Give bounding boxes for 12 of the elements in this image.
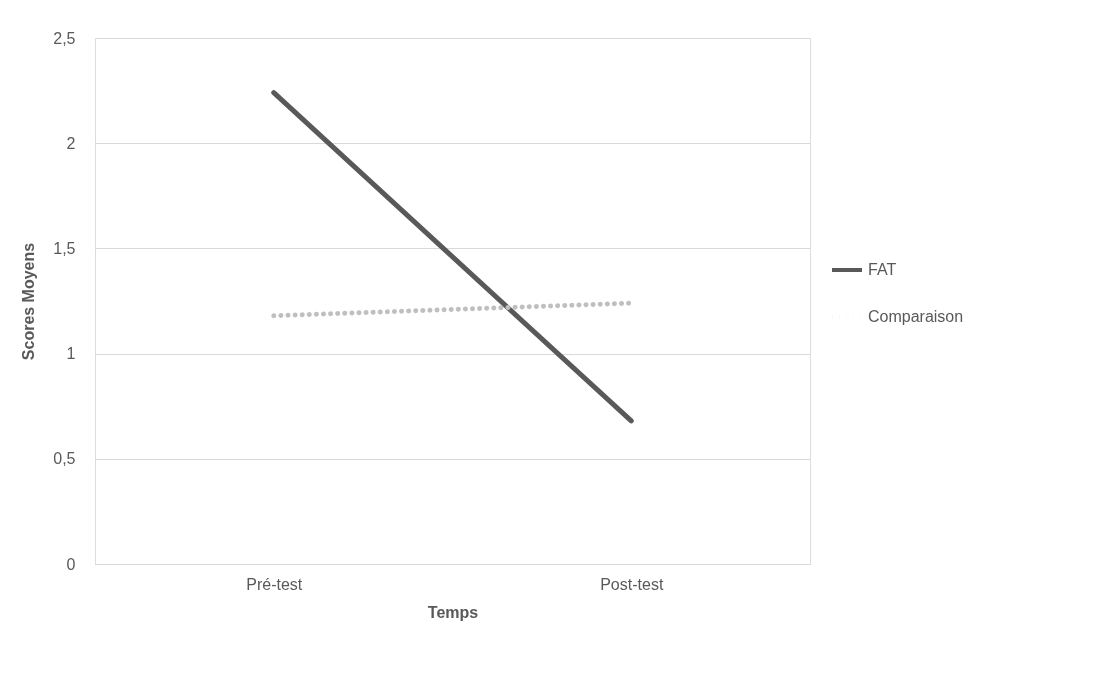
y-tick-label: 0 <box>66 555 76 573</box>
x-axis-title: Temps <box>427 603 479 621</box>
y-tick-label: 1,5 <box>53 239 76 257</box>
y-tick-label: 2 <box>66 134 76 152</box>
legend-label: FAT <box>868 261 897 278</box>
y-tick-label: 2,5 <box>53 29 76 47</box>
legend-label: Comparaison <box>868 308 964 325</box>
y-axis-title: Scores Moyens <box>20 242 38 361</box>
x-tick-label: Pré-test <box>246 575 303 593</box>
y-tick-label: 1 <box>66 345 76 363</box>
x-tick-label: Post-test <box>600 575 664 593</box>
y-tick-label: 0,5 <box>53 450 76 468</box>
